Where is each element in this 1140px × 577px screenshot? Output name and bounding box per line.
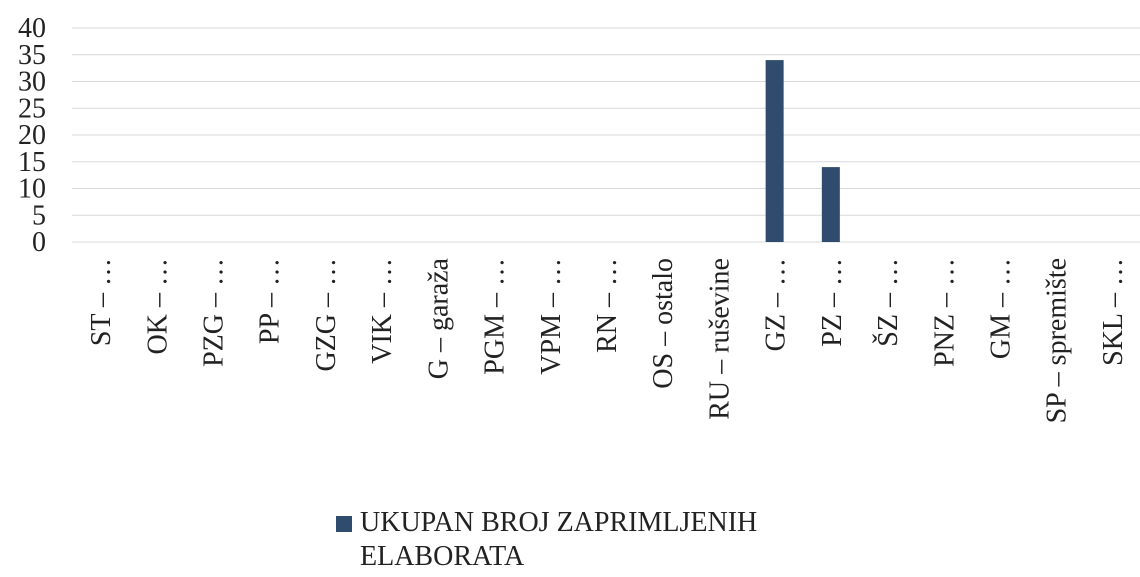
bar <box>765 60 784 242</box>
x-tick-label: RU – ruševine <box>704 258 735 420</box>
bar <box>821 167 840 242</box>
legend: UKUPAN BROJ ZAPRIMLJENIH ELABORATA <box>336 506 856 574</box>
x-tick-label: GM – … <box>985 258 1016 359</box>
x-tick-label: GZ – … <box>761 258 792 351</box>
y-tick-label: 10 <box>18 174 46 205</box>
x-tick-label: SKL – … <box>1098 258 1129 366</box>
x-tick-label: VPM – … <box>536 258 567 375</box>
x-tick-label: G – garaža <box>423 257 454 379</box>
x-tick-label: SP – spremište <box>1042 258 1073 423</box>
x-tick-label: PZ – … <box>817 258 848 347</box>
x-tick-label: GZG – … <box>311 258 342 372</box>
y-tick-label: 40 <box>18 13 46 44</box>
y-tick-label: 15 <box>18 147 46 178</box>
x-tick-label: VIK – … <box>367 258 398 364</box>
x-tick-label: OS – ostalo <box>648 258 679 389</box>
x-tick-label: PZG – … <box>199 258 230 367</box>
y-tick-label: 25 <box>18 93 46 124</box>
legend-swatch <box>336 516 352 532</box>
x-tick-label: PGM – … <box>480 258 511 375</box>
x-tick-label: ŠZ – … <box>873 258 904 347</box>
x-tick-label: PP – … <box>255 258 286 344</box>
legend-label: UKUPAN BROJ ZAPRIMLJENIH ELABORATA <box>360 507 758 572</box>
y-tick-label: 35 <box>18 40 46 71</box>
y-tick-label: 30 <box>18 67 46 98</box>
x-tick-label: RN – … <box>592 258 623 353</box>
x-tick-label: ST – … <box>86 258 117 346</box>
y-tick-label: 0 <box>32 227 46 258</box>
x-tick-label: PNZ – … <box>929 258 960 367</box>
y-tick-label: 5 <box>32 200 46 231</box>
x-tick-label: OK – … <box>142 258 173 354</box>
y-tick-label: 20 <box>18 120 46 151</box>
